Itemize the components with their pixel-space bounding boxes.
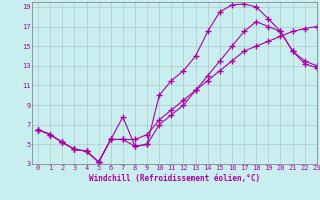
X-axis label: Windchill (Refroidissement éolien,°C): Windchill (Refroidissement éolien,°C): [89, 174, 260, 183]
